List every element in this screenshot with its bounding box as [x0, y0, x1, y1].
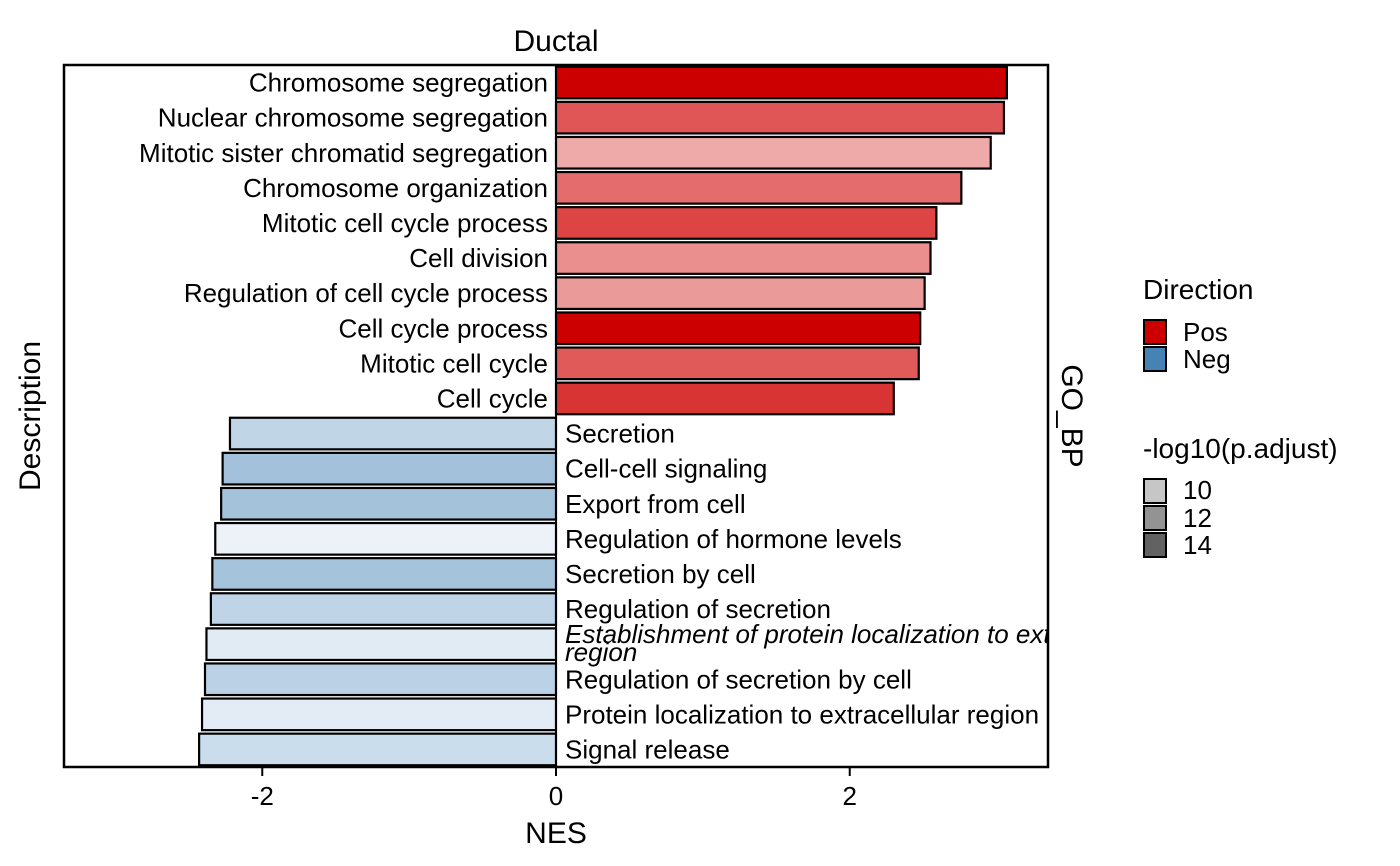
legend-label-12: 12: [1183, 503, 1212, 533]
bar-label-chromosome-segregation: Chromosome segregation: [249, 68, 548, 98]
legend-direction: Direction Pos Neg: [1143, 274, 1253, 374]
y-axis-title: Description: [14, 341, 47, 491]
bar-mitotic-sister-chromatid-segregation: [554, 135, 992, 170]
bar-label-cell-cell-signaling: Cell-cell signaling: [565, 454, 767, 484]
facet-strip-label: GO_BP: [1055, 364, 1088, 467]
bar-label-chromosome-organization: Chromosome organization: [243, 173, 548, 203]
bar-label-mitotic-cell-cycle-process: Mitotic cell cycle process: [262, 208, 548, 238]
legend-key-pos: [1143, 319, 1167, 345]
bar-regulation-of-secretion: [209, 592, 558, 626]
x-tick-label: 2: [842, 781, 856, 811]
bar-label-mitotic-sister-chromatid-segregation: Mitotic sister chromatid segregation: [139, 138, 548, 168]
bar-signal-release: [198, 732, 558, 767]
bar-secretion-by-cell: [211, 557, 558, 591]
legend-key-14: [1143, 532, 1167, 558]
legend-label-10: 10: [1183, 475, 1212, 505]
bar-label-establishment-of-protein-localization-to-extracellular-region: Establishment of protein localization to…: [565, 619, 1157, 667]
x-axis-title: NES: [525, 817, 587, 850]
bar-label-nuclear-chromosome-segregation: Nuclear chromosome segregation: [158, 103, 548, 133]
bar-mitotic-cell-cycle-process: [554, 206, 938, 240]
bar-establishment-of-protein-localization-to-extracellular-region: [205, 627, 558, 662]
bar-regulation-of-secretion-by-cell: [203, 662, 558, 697]
bar-secretion: [228, 416, 558, 451]
bar-label-secretion-by-cell: Secretion by cell: [565, 559, 756, 589]
legend-key-neg: [1143, 346, 1167, 372]
bar-export-from-cell: [220, 486, 558, 521]
bar-label-secretion: Secretion: [565, 419, 675, 449]
bar-label-cell-division: Cell division: [409, 243, 548, 273]
legend-significance-title: -log10(p.adjust): [1143, 433, 1338, 464]
legend-label-14: 14: [1183, 530, 1212, 560]
bar-cell-cell-signaling: [221, 451, 558, 486]
bar-label-protein-localization-to-extracellular-region: Protein localization to extracellular re…: [565, 699, 1039, 729]
panel-title: Ductal: [513, 25, 598, 58]
x-axis: -2 0 2: [251, 767, 857, 811]
bars-layer: Chromosome segregation Nuclear chromosome…: [139, 65, 1157, 767]
bar-label-regulation-of-hormone-levels: Regulation of hormone levels: [565, 524, 902, 554]
bar-label-export-from-cell: Export from cell: [565, 489, 746, 519]
bar-chromosome-organization: [554, 170, 963, 205]
legend-significance: -log10(p.adjust) 10 12 14: [1143, 433, 1338, 560]
bar-label-mitotic-cell-cycle: Mitotic cell cycle: [360, 348, 548, 378]
bar-cell-division: [554, 241, 932, 275]
legend-key-10: [1143, 478, 1167, 504]
bar-chromosome-segregation: [554, 65, 1008, 100]
legend-direction-title: Direction: [1143, 274, 1253, 305]
x-tick-label: -2: [251, 781, 274, 811]
x-tick-label: 0: [549, 781, 563, 811]
bar-nuclear-chromosome-segregation: [554, 100, 1006, 135]
bar-cell-cycle-process: [554, 311, 922, 346]
bar-label-regulation-of-secretion: Regulation of secretion: [565, 594, 831, 624]
bar-cell-cycle: [554, 381, 895, 416]
bar-regulation-of-cell-cycle-process: [554, 276, 926, 311]
bar-mitotic-cell-cycle: [554, 346, 920, 381]
legend-label-pos: Pos: [1183, 317, 1228, 347]
bar-label-signal-release: Signal release: [565, 734, 730, 764]
bar-label-cell-cycle-process: Cell cycle process: [338, 313, 548, 343]
bar-label-cell-cycle: Cell cycle: [437, 383, 548, 413]
bar-label-regulation-of-secretion-by-cell: Regulation of secretion by cell: [565, 664, 912, 694]
legend-key-12: [1143, 505, 1167, 531]
bar-label-regulation-of-cell-cycle-process: Regulation of cell cycle process: [184, 278, 548, 308]
legend-label-neg: Neg: [1183, 344, 1231, 374]
bar-regulation-of-hormone-levels: [214, 521, 558, 556]
bar-protein-localization-to-extracellular-region: [200, 697, 558, 732]
